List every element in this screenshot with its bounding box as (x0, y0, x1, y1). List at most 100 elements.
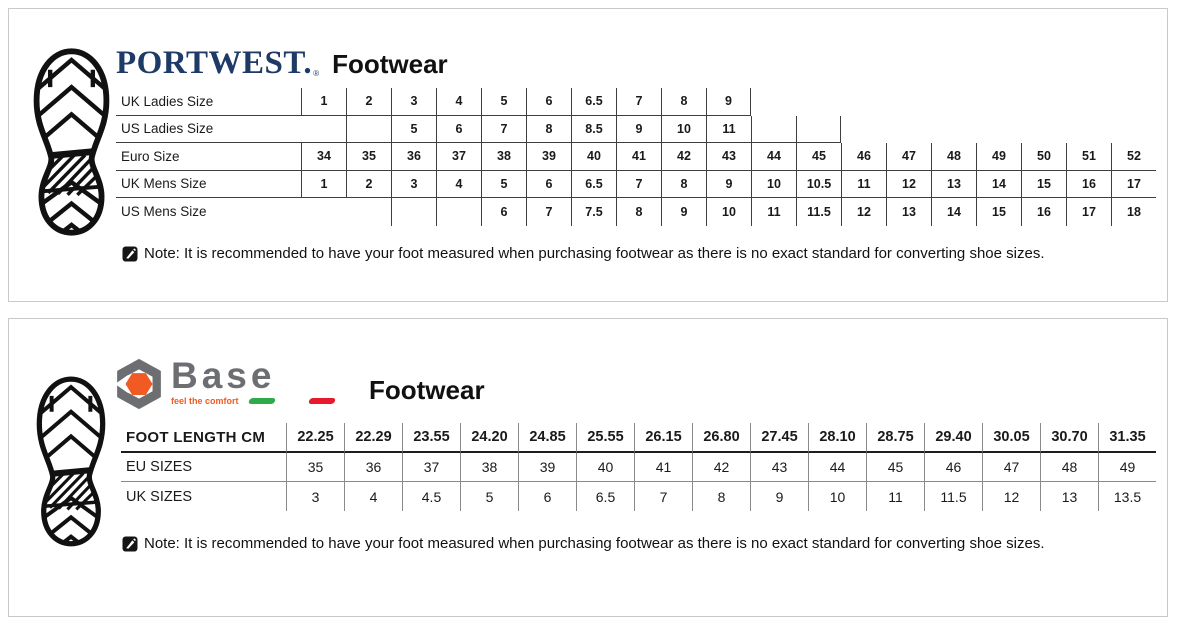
table-row: FOOT LENGTH CM 22.25 22.29 23.55 24.20 24.85 2… (121, 423, 1156, 453)
size-cell: 45 (866, 453, 924, 482)
size-cell (751, 115, 796, 143)
size-cell: 44 (808, 453, 866, 482)
size-cell: 4.5 (402, 482, 460, 511)
size-cell: 39 (526, 143, 571, 171)
size-cell: 46 (924, 453, 982, 482)
size-cell (1066, 88, 1111, 116)
row-label: UK SIZES (126, 488, 193, 505)
size-cell: 50 (1021, 143, 1066, 171)
size-cell: 18 (1111, 198, 1156, 226)
size-cell: 26.15 (634, 423, 692, 453)
row-label: US Ladies Size (116, 116, 301, 143)
size-cell: 4 (436, 170, 481, 198)
registered-mark: ® (313, 69, 320, 78)
size-cell: 48 (1040, 453, 1098, 482)
row-label: Euro Size (116, 143, 301, 171)
size-cell: 3 (286, 482, 344, 511)
note: Note: It is recommended to have your foo… (122, 245, 1044, 262)
size-cell: 15 (1021, 170, 1066, 198)
size-cell: 13 (886, 198, 931, 226)
boot-print-icon (33, 48, 110, 236)
size-cell: 44 (751, 143, 796, 171)
size-cell: 2 (346, 88, 391, 116)
size-cell: 41 (634, 453, 692, 482)
note: Note: It is recommended to have your foo… (122, 535, 1044, 552)
size-cell: 4 (436, 88, 481, 116)
size-cell: 22.25 (286, 423, 344, 453)
portwest-logo: PORTWEST. (116, 45, 313, 81)
size-cell: 5 (460, 482, 518, 511)
size-cell (796, 88, 841, 116)
size-cell: 42 (661, 143, 706, 171)
base-logo-text: Base (171, 355, 276, 396)
size-cell: 7 (616, 170, 661, 198)
row-label: UK Ladies Size (116, 88, 301, 116)
size-cell: 14 (931, 198, 976, 226)
size-cell: 10 (661, 115, 706, 143)
table-row: UK Ladies Size 1 2 3 4 5 6 6.5 7 8 9 (116, 88, 1156, 116)
size-cell: 48 (931, 143, 976, 171)
size-cell: 6 (526, 88, 571, 116)
size-cell: 31.35 (1098, 423, 1156, 453)
size-cell: 7.5 (571, 198, 616, 226)
size-cell: 13 (931, 170, 976, 198)
size-cell (1021, 88, 1066, 116)
note-text: Note: It is recommended to have your foo… (144, 535, 1045, 552)
size-cell (796, 115, 841, 143)
size-cell (301, 198, 346, 226)
size-cell (1066, 116, 1111, 144)
size-cell: 46 (841, 143, 886, 171)
size-cell: 1 (301, 170, 346, 198)
size-cell: 1 (301, 88, 346, 116)
size-cell (436, 198, 481, 226)
size-cell: 17 (1066, 198, 1111, 226)
size-cell: 7 (616, 88, 661, 116)
note-text: Note: It is recommended to have your foo… (144, 245, 1045, 262)
size-cell (391, 198, 436, 226)
red-flag-dash (307, 398, 336, 404)
size-cell: 43 (706, 143, 751, 171)
green-flag-dash (247, 398, 276, 404)
size-cell: 8 (661, 88, 706, 116)
base-panel: Base feel the comfort Footwear FOOT LENG… (8, 318, 1168, 617)
size-cell: 43 (750, 453, 808, 482)
size-cell: 36 (344, 453, 402, 482)
size-cell: 40 (571, 143, 616, 171)
size-cell: 6 (436, 115, 481, 143)
table-row: UK SIZES 3 4 4.5 5 6 6.5 7 8 9 10 11 11.5 12 13 13.5 (121, 482, 1156, 511)
boot-print-icon (36, 376, 106, 547)
row-label: UK Mens Size (116, 171, 301, 198)
size-cell (841, 116, 886, 144)
size-cell: 45 (796, 143, 841, 171)
size-cell: 3 (391, 88, 436, 116)
size-cell: 35 (346, 143, 391, 171)
size-cell: 6.5 (571, 170, 616, 198)
size-cell: 13.5 (1098, 482, 1156, 511)
size-cell: 16 (1066, 170, 1111, 198)
size-cell: 42 (692, 453, 750, 482)
row-label: EU SIZES (121, 453, 286, 482)
size-cell: 2 (346, 170, 391, 198)
size-cell: 28.75 (866, 423, 924, 453)
size-cell: 14 (976, 170, 1021, 198)
size-cell: 51 (1066, 143, 1111, 171)
base-wordmark: Base feel the comfort (171, 355, 349, 406)
size-cell (1111, 88, 1156, 116)
size-cell: 6 (526, 170, 571, 198)
size-cell: 8 (661, 170, 706, 198)
size-cell (301, 116, 346, 143)
size-cell: 37 (402, 453, 460, 482)
size-cell: 47 (982, 453, 1040, 482)
pencil-note-icon (122, 246, 138, 261)
panel-title: Footwear (369, 375, 485, 405)
size-cell: 11 (751, 198, 796, 226)
size-cell: 30.70 (1040, 423, 1098, 453)
size-cell: 6 (518, 482, 576, 511)
size-cell (976, 88, 1021, 116)
size-cell: 27.45 (750, 423, 808, 453)
size-cell: 38 (481, 143, 526, 171)
size-cell: 29.40 (924, 423, 982, 453)
size-cell: 35 (286, 453, 344, 482)
size-cell: 23.55 (402, 423, 460, 453)
size-cell (931, 116, 976, 144)
